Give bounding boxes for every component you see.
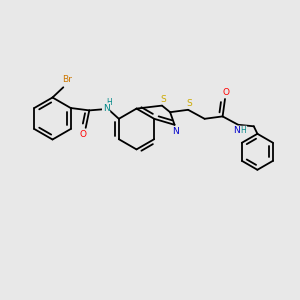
Text: H: H — [106, 98, 112, 107]
Text: N: N — [103, 103, 110, 112]
Text: S: S — [186, 99, 192, 108]
Text: O: O — [223, 88, 230, 97]
Text: O: O — [80, 130, 87, 139]
Text: H: H — [241, 126, 247, 135]
Text: N: N — [172, 127, 179, 136]
Text: N: N — [233, 126, 240, 135]
Text: Br: Br — [63, 75, 72, 84]
Text: S: S — [160, 94, 166, 103]
